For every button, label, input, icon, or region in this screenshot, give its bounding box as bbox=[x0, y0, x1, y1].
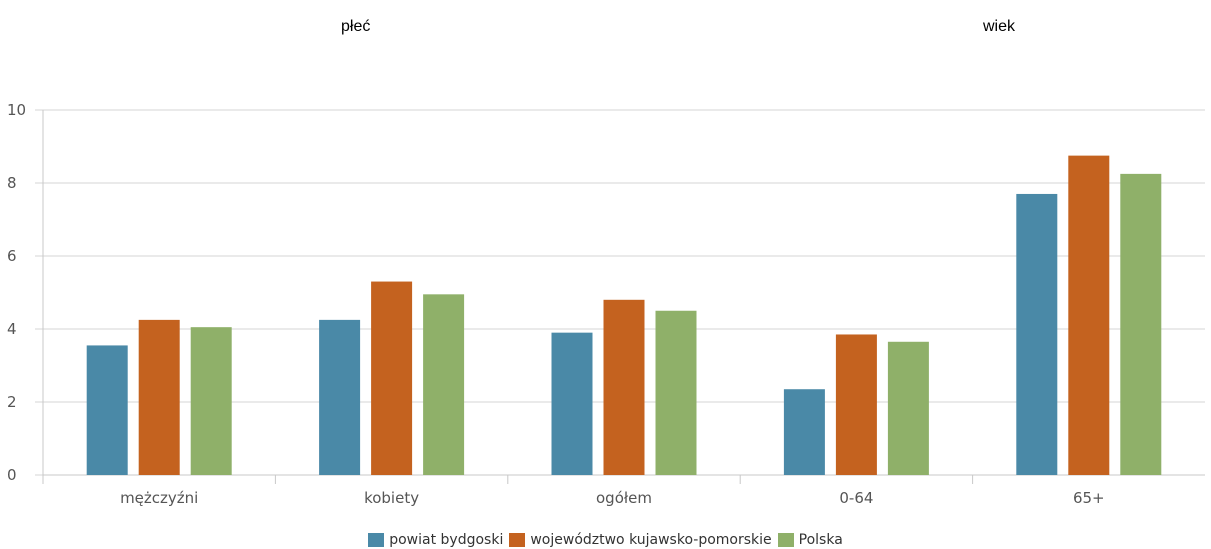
legend-item[interactable]: powiat bydgoski bbox=[368, 532, 503, 548]
legend-swatch bbox=[509, 533, 526, 547]
legend: powiat bydgoski województwo kujawsko-pomo… bbox=[0, 532, 1211, 548]
y-tick-label: 2 bbox=[7, 393, 17, 411]
x-tick-label: kobiety bbox=[364, 489, 419, 507]
bar-0-3[interactable] bbox=[783, 389, 825, 475]
y-tick-label: 6 bbox=[7, 247, 17, 265]
bar-1-1[interactable] bbox=[371, 281, 413, 475]
bar-0-4[interactable] bbox=[1016, 193, 1058, 475]
y-tick-label: 10 bbox=[7, 101, 26, 119]
x-tick-label: 65+ bbox=[1073, 489, 1105, 507]
legend-swatch bbox=[368, 533, 385, 547]
bar-1-2[interactable] bbox=[603, 299, 645, 475]
x-tick-label: 0-64 bbox=[839, 489, 873, 507]
legend-label: Polska bbox=[798, 532, 843, 548]
bar-2-4[interactable] bbox=[1120, 173, 1162, 475]
bar-1-3[interactable] bbox=[835, 334, 877, 475]
legend-swatch bbox=[777, 533, 794, 547]
bar-0-0[interactable] bbox=[86, 345, 128, 475]
legend-item[interactable]: Polska bbox=[777, 532, 843, 548]
bar-2-3[interactable] bbox=[887, 341, 929, 475]
bar-1-4[interactable] bbox=[1068, 155, 1110, 475]
legend-label: województwo kujawsko-pomorskie bbox=[530, 532, 772, 548]
y-tick-label: 0 bbox=[7, 466, 17, 484]
legend-item[interactable]: województwo kujawsko-pomorskie bbox=[509, 532, 772, 548]
y-tick-label: 4 bbox=[7, 320, 17, 338]
bar-2-0[interactable] bbox=[190, 327, 232, 475]
x-tick-label: mężczyźni bbox=[120, 489, 198, 507]
bar-0-1[interactable] bbox=[319, 319, 361, 475]
bar-1-0[interactable] bbox=[138, 319, 180, 475]
bar-2-1[interactable] bbox=[423, 294, 465, 475]
bar-chart: 0 2 4 6 8 10 mężczyźni kobiety ogółem 0-64 65+ bbox=[7, 101, 1205, 507]
y-tick-label: 8 bbox=[7, 174, 17, 192]
group-label-age: wiek bbox=[983, 18, 1016, 35]
bar-2-2[interactable] bbox=[655, 310, 697, 475]
legend-label: powiat bydgoski bbox=[389, 532, 504, 548]
x-tick-label: ogółem bbox=[596, 489, 652, 507]
bar-0-2[interactable] bbox=[551, 332, 593, 475]
group-label-sex: płeć bbox=[341, 18, 371, 35]
